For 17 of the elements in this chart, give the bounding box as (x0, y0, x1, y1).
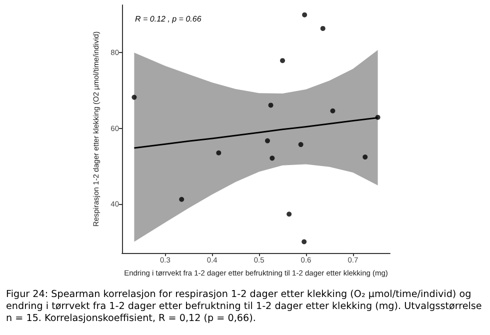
point (132, 94, 137, 100)
point (320, 26, 326, 31)
point (375, 114, 380, 120)
point (330, 108, 336, 114)
text: Figur 24: Spearman korrelasjon for respirasjon 1-2 dager etter klekking (O₂ µmol/time/individ) og endring i tørrvekt fra 1-2 dager etter befruktning til 1-2 dager etter klekking (mg). Utvalgsstørrelse n = 15. Korrelasjonskoeffisient, R = 0,12 (p = 0,66). (6, 289, 483, 325)
point (286, 212, 292, 217)
point (298, 142, 304, 148)
annotation: R = 0.12 , p = 0.66 (135, 14, 202, 24)
point (268, 102, 274, 108)
point (362, 154, 368, 160)
point (280, 58, 286, 64)
point (302, 12, 308, 18)
point (216, 150, 222, 156)
point (270, 156, 275, 161)
point (179, 196, 184, 202)
point (265, 138, 270, 144)
point (302, 239, 307, 244)
